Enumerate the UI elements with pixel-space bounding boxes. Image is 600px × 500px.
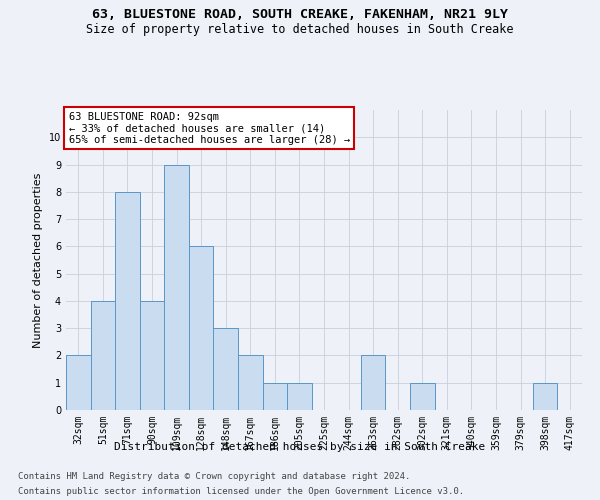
Text: 63, BLUESTONE ROAD, SOUTH CREAKE, FAKENHAM, NR21 9LY: 63, BLUESTONE ROAD, SOUTH CREAKE, FAKENH… bbox=[92, 8, 508, 20]
Bar bbox=[66, 356, 91, 410]
Text: 63 BLUESTONE ROAD: 92sqm
← 33% of detached houses are smaller (14)
65% of semi-d: 63 BLUESTONE ROAD: 92sqm ← 33% of detach… bbox=[68, 112, 350, 144]
Bar bbox=[91, 301, 115, 410]
Text: Size of property relative to detached houses in South Creake: Size of property relative to detached ho… bbox=[86, 22, 514, 36]
Text: Contains public sector information licensed under the Open Government Licence v3: Contains public sector information licen… bbox=[18, 487, 464, 496]
Bar bbox=[263, 382, 287, 410]
Y-axis label: Number of detached properties: Number of detached properties bbox=[34, 172, 43, 348]
Bar bbox=[115, 192, 140, 410]
Text: Contains HM Land Registry data © Crown copyright and database right 2024.: Contains HM Land Registry data © Crown c… bbox=[18, 472, 410, 481]
Bar bbox=[287, 382, 312, 410]
Bar bbox=[140, 301, 164, 410]
Bar bbox=[214, 328, 238, 410]
Bar bbox=[533, 382, 557, 410]
Bar bbox=[164, 164, 189, 410]
Bar bbox=[361, 356, 385, 410]
Text: Distribution of detached houses by size in South Creake: Distribution of detached houses by size … bbox=[115, 442, 485, 452]
Bar bbox=[410, 382, 434, 410]
Bar bbox=[238, 356, 263, 410]
Bar bbox=[189, 246, 214, 410]
